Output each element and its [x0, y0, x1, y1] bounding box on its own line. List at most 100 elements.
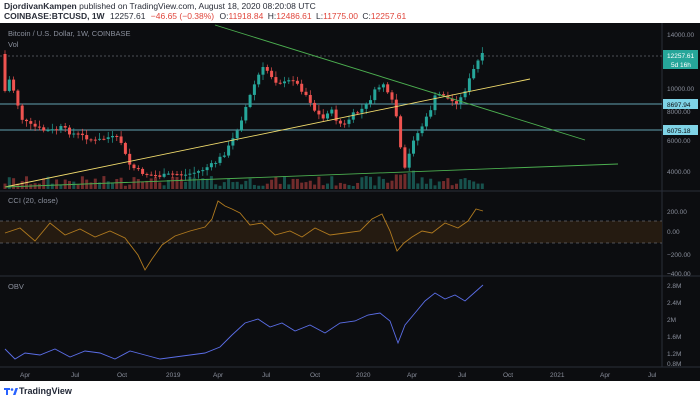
candle-body[interactable]	[424, 116, 428, 127]
candle-body[interactable]	[472, 68, 476, 79]
candle-body[interactable]	[72, 133, 76, 135]
candle-body[interactable]	[205, 167, 209, 171]
candle-body[interactable]	[287, 80, 291, 82]
candle-body[interactable]	[12, 79, 16, 91]
candle-body[interactable]	[25, 119, 28, 122]
candle-body[interactable]	[119, 136, 123, 143]
candle-body[interactable]	[59, 126, 63, 130]
candle-body[interactable]	[442, 94, 446, 96]
candle-body[interactable]	[321, 114, 325, 119]
candle-body[interactable]	[102, 138, 106, 140]
lower-support-trendline[interactable]	[4, 163, 619, 188]
candle-body[interactable]	[412, 140, 415, 154]
obv-pane[interactable]: OBV 2.8M 2.4M 2M 1.6M 1.2M 0.8M	[4, 282, 681, 368]
candle-body[interactable]	[80, 133, 84, 136]
candle-body[interactable]	[98, 138, 102, 140]
candle-body[interactable]	[390, 92, 394, 100]
candle-body[interactable]	[63, 126, 67, 128]
candle-body[interactable]	[420, 126, 424, 134]
candle-body[interactable]	[231, 138, 235, 146]
candle-body[interactable]	[270, 70, 274, 78]
candle-body[interactable]	[467, 78, 471, 92]
candle-body[interactable]	[154, 175, 157, 177]
tradingview-logo-icon[interactable]	[4, 387, 18, 396]
candle-body[interactable]	[360, 108, 364, 113]
candle-body[interactable]	[149, 174, 153, 176]
candle-body[interactable]	[261, 67, 265, 75]
candle-body[interactable]	[347, 119, 351, 124]
candle-body[interactable]	[308, 94, 312, 103]
candle-body[interactable]	[141, 168, 145, 174]
candle-body[interactable]	[55, 129, 59, 131]
candle-body[interactable]	[386, 84, 390, 93]
candle-body[interactable]	[214, 162, 218, 164]
candle-body[interactable]	[136, 168, 140, 170]
candle-body[interactable]	[364, 103, 368, 109]
price-pane[interactable]: Bitcoin / U.S. Dollar, 1W, COINBASE Vol …	[0, 24, 698, 189]
ascending-trendline[interactable]	[4, 78, 531, 188]
candle-body[interactable]	[166, 173, 170, 175]
candle-body[interactable]	[227, 145, 231, 156]
candle-body[interactable]	[29, 121, 33, 124]
candle-body[interactable]	[433, 95, 437, 111]
candle-body[interactable]	[197, 171, 200, 173]
candle-body[interactable]	[244, 106, 248, 121]
candle-body[interactable]	[3, 54, 7, 91]
candle-body[interactable]	[248, 94, 252, 107]
candle-body[interactable]	[274, 77, 278, 83]
candle-body[interactable]	[291, 80, 295, 82]
candle-body[interactable]	[16, 90, 20, 106]
descending-trendline[interactable]	[214, 24, 586, 141]
candle-body[interactable]	[257, 74, 261, 85]
candle-body[interactable]	[192, 172, 196, 174]
candle-body[interactable]	[300, 83, 304, 92]
candle-body[interactable]	[304, 91, 308, 95]
candle-body[interactable]	[7, 79, 11, 91]
candle-body[interactable]	[429, 110, 433, 117]
candle-body[interactable]	[33, 123, 37, 127]
chart-canvas[interactable]: Bitcoin / U.S. Dollar, 1W, COINBASE Vol …	[0, 23, 700, 381]
time-axis[interactable]: Apr Jul Oct 2019 Apr Jul Oct 2020 Apr Ju…	[20, 372, 657, 379]
candle-body[interactable]	[377, 87, 381, 90]
candle-body[interactable]	[450, 98, 454, 102]
candle-body[interactable]	[201, 170, 205, 172]
candle-body[interactable]	[369, 100, 372, 104]
candle-body[interactable]	[356, 112, 360, 114]
candle-body[interactable]	[111, 136, 114, 138]
candle-body[interactable]	[407, 153, 411, 168]
candle-body[interactable]	[317, 110, 321, 115]
candle-body[interactable]	[338, 120, 342, 124]
candle-body[interactable]	[222, 155, 226, 157]
candle-body[interactable]	[403, 147, 407, 168]
candle-body[interactable]	[171, 173, 175, 175]
candle-body[interactable]	[416, 133, 420, 141]
candle-body[interactable]	[115, 136, 119, 138]
cci-line[interactable]	[4, 200, 484, 271]
candle-body[interactable]	[381, 84, 385, 88]
candle-body[interactable]	[37, 126, 41, 128]
candle-body[interactable]	[123, 142, 127, 154]
candle-body[interactable]	[343, 123, 347, 125]
obv-line[interactable]	[4, 284, 484, 360]
candle-body[interactable]	[158, 175, 162, 177]
candle-body[interactable]	[106, 137, 110, 139]
candle-body[interactable]	[218, 156, 222, 163]
candle-body[interactable]	[184, 174, 188, 176]
candle-body[interactable]	[351, 112, 355, 120]
candle-body[interactable]	[209, 163, 213, 168]
candle-body[interactable]	[480, 52, 484, 61]
candle-body[interactable]	[278, 82, 282, 84]
candle-body[interactable]	[334, 109, 338, 121]
candle-body[interactable]	[145, 173, 149, 175]
candle-body[interactable]	[240, 120, 243, 131]
candle-body[interactable]	[179, 174, 183, 176]
candle-body[interactable]	[463, 91, 467, 98]
candle-body[interactable]	[85, 135, 89, 140]
cci-pane[interactable]: CCI (20, close) 200.00 0.00 −200.00 −400…	[0, 196, 691, 278]
candle-body[interactable]	[128, 153, 132, 165]
candle-body[interactable]	[459, 97, 463, 104]
candle-body[interactable]	[188, 173, 192, 175]
tradingview-brand[interactable]: TradingView	[19, 386, 72, 396]
candle-body[interactable]	[93, 139, 97, 141]
candle-body[interactable]	[394, 99, 398, 117]
